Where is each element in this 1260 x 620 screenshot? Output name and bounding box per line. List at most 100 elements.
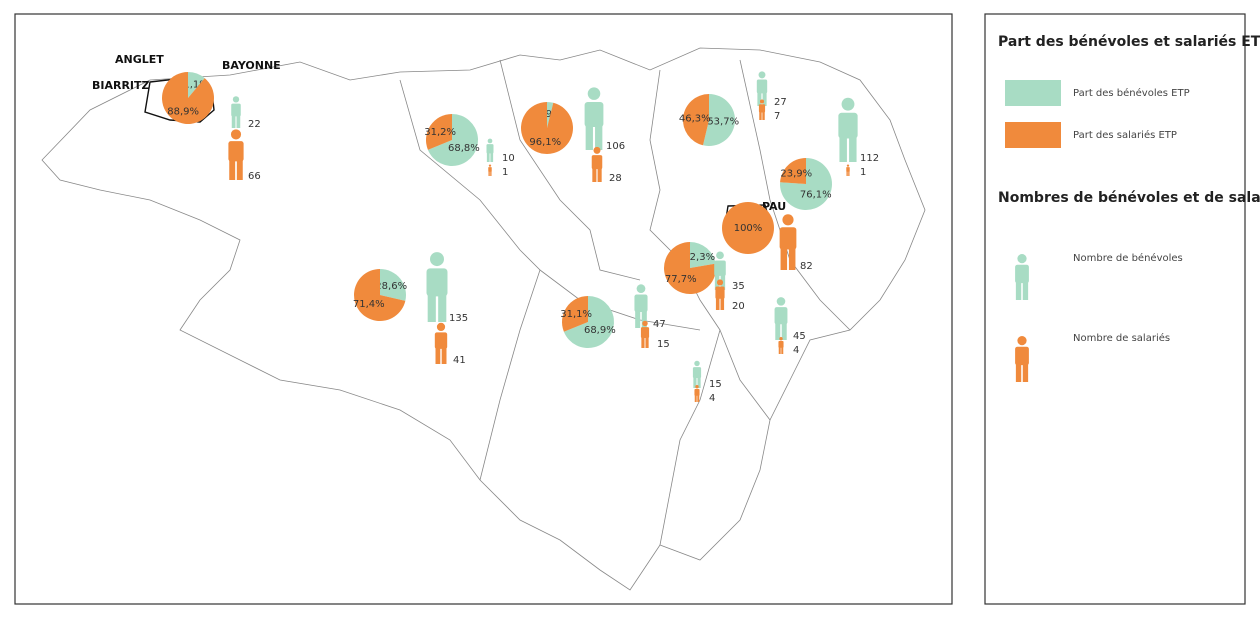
person-icon (591, 146, 603, 182)
person-icon (715, 279, 725, 310)
person-head (716, 251, 724, 260)
pie-slice (354, 269, 406, 322)
person-leg (762, 111, 765, 120)
person-leg (641, 337, 645, 348)
person-head (436, 322, 446, 332)
person-head (593, 146, 601, 154)
pie-slice (722, 202, 774, 254)
city-label: ANGLET (115, 53, 164, 66)
person-body (634, 294, 648, 312)
count-label: 82 (800, 261, 813, 272)
person-leg (597, 167, 602, 182)
person-head (759, 99, 765, 104)
person-leg (759, 111, 762, 120)
person-icon (778, 337, 784, 354)
person-icon (692, 360, 702, 388)
count-label: 35 (732, 281, 745, 292)
person-leg (846, 171, 848, 176)
count-label: 10 (502, 153, 515, 164)
pie-slice (188, 72, 205, 98)
legend-item: Nombre de salariés (1073, 332, 1170, 344)
pie-label: 100% (734, 223, 763, 234)
person-head (779, 337, 783, 341)
map-frame (14, 13, 953, 605)
person-body (715, 286, 725, 299)
person-head (694, 360, 700, 367)
person-icon (846, 164, 850, 176)
person-body (758, 104, 766, 113)
pie-slice (664, 242, 716, 295)
count-label: 22 (248, 119, 261, 130)
person-leg (1022, 281, 1029, 300)
person-head (782, 214, 794, 226)
count-label: 41 (453, 355, 466, 366)
count-label: 66 (248, 171, 261, 182)
person-icon (486, 138, 494, 162)
person-leg (486, 152, 490, 162)
person-leg (438, 294, 447, 322)
person-leg (231, 115, 236, 128)
person-leg (236, 159, 243, 180)
person-head (642, 320, 648, 327)
person-head (1017, 254, 1027, 264)
pie-slice (380, 269, 406, 301)
pie-label: 68,9% (584, 325, 616, 336)
person-icon (426, 252, 448, 322)
pie-slice (563, 296, 615, 349)
person-head (758, 71, 766, 79)
pie-slice (547, 102, 554, 128)
person-body (640, 327, 650, 338)
person-leg (488, 171, 490, 176)
person-leg (1015, 281, 1022, 300)
count-label: 1 (502, 167, 508, 178)
pie-label: 71,4% (353, 299, 385, 310)
person-leg (757, 92, 762, 106)
person-leg (490, 152, 494, 162)
pie-slice (425, 114, 452, 150)
person-body (434, 332, 448, 349)
legend-item: Nombre de bénévoles (1073, 252, 1183, 264)
person-leg (229, 159, 236, 180)
person-icon (779, 214, 797, 270)
person-body (1015, 346, 1029, 366)
person-icon (758, 99, 766, 120)
person-leg (697, 395, 700, 402)
city-label: BAYONNE (222, 59, 281, 72)
person-leg (715, 297, 720, 310)
person-icon (756, 71, 768, 106)
count-label: 20 (732, 301, 745, 312)
person-head (487, 138, 493, 144)
person-leg (585, 124, 593, 150)
pie-label: 22,3% (683, 252, 715, 263)
person-leg (236, 115, 241, 128)
count-label: 15 (709, 379, 722, 390)
count-label: 27 (774, 97, 787, 108)
person-body (1015, 264, 1029, 284)
count-label: 4 (709, 393, 715, 404)
person-head (636, 284, 646, 294)
count-label: 47 (653, 319, 666, 330)
person-body (426, 268, 448, 297)
person-body (584, 101, 604, 128)
person-leg (780, 247, 788, 270)
person-icon (694, 385, 700, 402)
person-body (692, 367, 702, 378)
legend-frame (984, 13, 1246, 605)
pie-label: 23,9% (780, 169, 812, 180)
legend-person (1015, 336, 1029, 382)
person-head (841, 97, 855, 111)
legend-swatch (1005, 122, 1061, 148)
person-body (231, 103, 241, 117)
person-head (488, 164, 492, 167)
person-body (228, 141, 244, 162)
person-leg (1015, 363, 1022, 382)
pie-label: 53,7% (707, 117, 739, 128)
pie-slice (780, 158, 806, 184)
person-leg (441, 347, 447, 364)
person-leg (1022, 363, 1029, 382)
pie-label: 77,7% (665, 274, 697, 285)
person-body (694, 388, 700, 396)
person-icon (640, 320, 650, 348)
person-leg (490, 171, 492, 176)
